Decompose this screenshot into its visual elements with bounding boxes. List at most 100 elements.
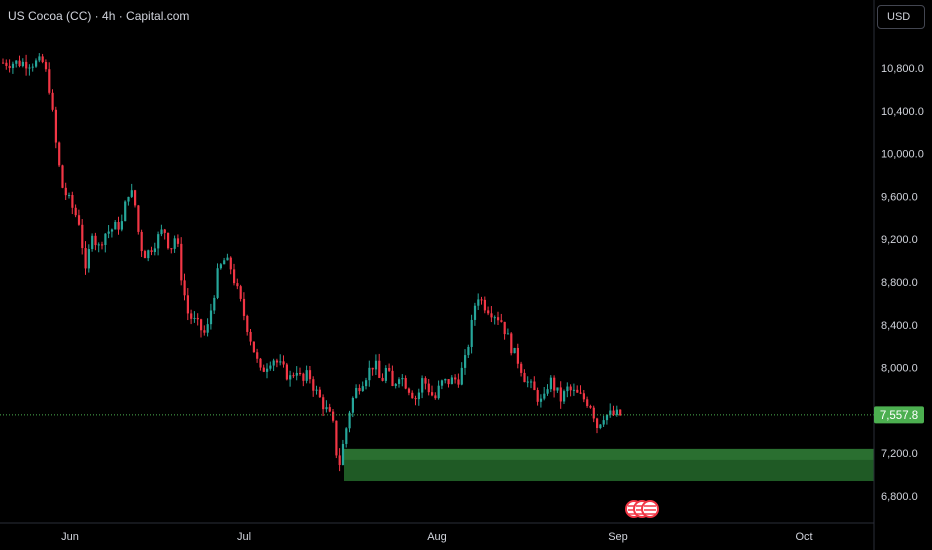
candle-body: [219, 264, 222, 269]
candle-body: [338, 455, 341, 466]
candle-body: [401, 378, 404, 380]
candle-body: [15, 60, 18, 64]
candle-body: [414, 398, 417, 400]
candle-body: [407, 388, 411, 393]
time-axis-tick-label: Jun: [61, 531, 79, 543]
candle-body: [615, 409, 618, 415]
candle-body: [345, 428, 348, 444]
candle-body: [157, 234, 160, 249]
candle-body: [279, 361, 282, 363]
time-axis[interactable]: Jun Jul Aug Sep Oct: [61, 531, 812, 543]
candle-body: [612, 410, 615, 415]
candle-body: [546, 389, 549, 394]
candle-body: [74, 207, 77, 216]
candle-body: [282, 361, 285, 365]
candle-body: [190, 313, 193, 319]
candle-body: [127, 196, 130, 202]
candle-body: [599, 424, 602, 428]
price-axis-tick-label: 8,400.0: [881, 320, 918, 332]
current-price-tag-background: [874, 406, 924, 424]
candle-body: [209, 310, 213, 325]
candle-body: [487, 310, 490, 314]
time-axis-tick-label: Sep: [608, 531, 628, 543]
candle-body: [464, 355, 467, 368]
candle-body: [523, 372, 526, 383]
candle-body: [411, 392, 414, 399]
candle-body: [18, 60, 21, 67]
candle-body: [384, 367, 387, 381]
candlestick-series: [2, 53, 622, 472]
candle-body: [447, 379, 450, 385]
candle-body: [107, 231, 110, 234]
candle-body: [374, 360, 378, 370]
candle-body: [365, 380, 368, 387]
candle-body: [143, 251, 147, 259]
candle-body: [239, 286, 242, 299]
candle-body: [559, 387, 562, 402]
candle-body: [134, 190, 137, 206]
candle-body: [431, 392, 434, 396]
candle-body: [170, 248, 173, 250]
candle-body: [569, 386, 572, 391]
candle-body: [35, 60, 38, 67]
candle-body: [322, 397, 325, 410]
candle-body: [295, 372, 298, 376]
candle-body: [361, 386, 364, 392]
candle-body: [563, 391, 566, 402]
candle-body: [25, 61, 28, 69]
candle-body: [54, 109, 57, 143]
candle-body: [312, 379, 315, 391]
candle-body: [460, 367, 463, 385]
price-axis-tick-label: 10,400.0: [881, 106, 924, 118]
candle-body: [368, 367, 371, 381]
candle-body: [266, 368, 269, 372]
candle-body: [500, 320, 503, 322]
candle-body: [183, 280, 186, 296]
candle-body: [58, 142, 61, 166]
candle-body: [84, 248, 87, 269]
candle-body: [91, 235, 94, 250]
candle-body: [71, 195, 74, 208]
dividend-event-markers[interactable]: [625, 500, 659, 518]
candle-body: [213, 297, 216, 311]
candle-body: [87, 249, 90, 269]
candle-body: [536, 390, 539, 402]
symbol-title[interactable]: US Cocoa (CC) · 4h · Capital.com: [8, 9, 190, 23]
currency-selector-button[interactable]: USD: [877, 5, 925, 29]
candle-body: [549, 377, 552, 390]
candle-body: [275, 360, 279, 363]
current-price-tag[interactable]: 7,557.8: [874, 406, 924, 424]
candle-body: [196, 317, 199, 320]
candle-body: [318, 389, 321, 398]
candle-body: [299, 372, 302, 374]
candle-body: [566, 386, 569, 392]
candle-body: [160, 229, 163, 235]
candle-body: [348, 412, 351, 429]
candle-body: [292, 375, 295, 377]
candle-body: [490, 313, 493, 318]
candle-body: [470, 319, 473, 347]
candle-body: [596, 418, 599, 428]
price-axis-tick-label: 9,600.0: [881, 191, 918, 203]
candle-body: [602, 420, 605, 425]
candle-body: [589, 405, 592, 408]
candle-body: [605, 414, 609, 421]
event-marker-icon[interactable]: [641, 500, 659, 518]
candle-body: [358, 387, 361, 392]
candle-body: [216, 268, 219, 298]
axis-settings-area[interactable]: [874, 527, 932, 550]
candle-body: [302, 373, 305, 381]
price-axis-tick-label: 8,000.0: [881, 363, 918, 375]
candle-body: [173, 238, 176, 249]
candle-body: [252, 341, 255, 353]
candle-body: [619, 409, 622, 416]
candle-body: [454, 377, 457, 380]
candle-body: [140, 231, 143, 252]
candle-body: [21, 61, 24, 67]
price-axis-tick-label: 9,200.0: [881, 234, 918, 246]
candle-body: [394, 383, 397, 387]
candle-body: [249, 331, 252, 342]
candle-body: [328, 407, 331, 412]
candle-body: [5, 62, 8, 66]
